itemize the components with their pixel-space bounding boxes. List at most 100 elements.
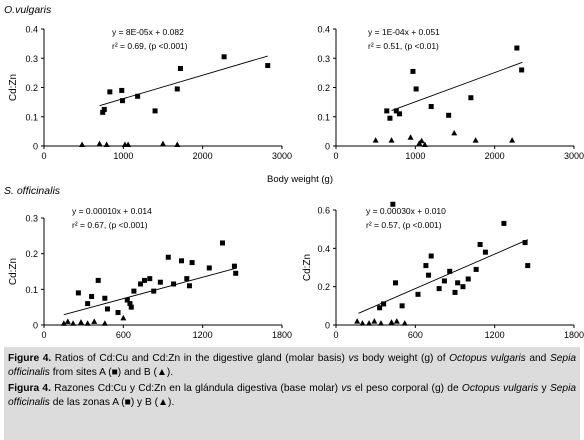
chart-panel-3: 0 0.1 0.2 0.3 0 600 1200 1800 Cd:Zn y = 0.00010x … [8,206,292,340]
y-axis-label: Cd:Zn [8,258,19,285]
chart-canvas: O.vulgaris S. officinalis Body weight (g… [4,4,584,358]
x-tick-label: 3000 [564,151,584,161]
data-point-square [186,283,192,289]
caption-es-label: Figura 4. [8,383,51,394]
data-point-triangle [366,320,373,326]
data-point-square [413,86,419,92]
regression-r2: r² = 0.67, (p <0.001) [72,220,148,230]
data-point-square [393,108,399,114]
data-point-square [390,201,396,207]
caption-es-text-1: Razones Cd:Cu y Cd:Zn en la glándula dig… [50,383,342,394]
caption-spanish: Figura 4. Razones Cd:Cu y Cd:Zn en la gl… [8,382,576,409]
caption-es-text-3: y [538,383,550,394]
data-point-square [426,272,432,278]
caption-box [4,347,580,440]
data-point-square [387,115,393,121]
data-point-triangle [407,134,414,140]
data-point-triangle [96,140,103,147]
data-point-square [85,301,91,307]
data-point-square [157,279,163,285]
data-point-square [423,263,429,269]
data-point-square [221,54,227,60]
data-point-square [147,276,153,282]
data-point-triangle [70,320,77,326]
trendline [99,55,268,107]
caption-en-text-1: Ratios of Cd:Cu and Cd:Zn in the digesti… [51,353,349,364]
data-point-square [165,254,171,260]
y-tick-label: 0.4 [317,244,330,254]
data-point-square [104,306,110,312]
caption-es-species-2: Sepia officinalis [8,383,577,408]
chart-panel-2: 0 0.1 0.2 0.3 0.4 0 1000 2000 3000 y = 1E-04x + 0… [317,25,584,162]
y-axis-label: Cd:Zn [302,254,313,281]
regression-r2: r² = 0.57, (p <0.001) [366,220,442,230]
data-point-square [468,95,474,101]
y-tick-label: 0 [33,321,38,331]
x-tick-label: 0 [41,330,46,340]
data-point-square [231,263,237,269]
data-point-triangle [509,137,516,143]
data-point-square [152,108,158,114]
x-tick-label: 600 [408,330,423,340]
data-point-square [171,281,177,287]
data-point-square [131,288,137,294]
y-tick-label: 0.1 [25,112,38,122]
data-point-square [410,68,416,74]
y-tick-label: 0.3 [25,54,38,64]
y-tick-label: 0.1 [25,285,38,295]
data-point-triangle [401,320,408,326]
x-tick-label: 600 [116,330,131,340]
data-point-triangle [174,141,181,148]
data-point-square [455,280,461,286]
data-point-triangle [377,320,384,326]
data-point-square [101,106,107,112]
data-point-square [189,260,195,266]
chart-panel-1: 0 0.1 0.2 0.3 0.4 0 1000 2000 3000 Cd:Zn y = 8E-05… [8,25,292,162]
data-point-triangle [84,320,91,326]
data-point-triangle [372,137,379,143]
data-point-square [428,253,434,259]
y-tick-label: 0.2 [25,249,38,259]
data-point-square [501,220,507,226]
data-point-square [107,89,113,95]
data-point-square [381,301,387,307]
data-point-square [447,268,453,274]
data-point-triangle [418,137,425,144]
caption-en-species-1: Octopus vulgaris [449,353,526,364]
y-tick-label: 0.2 [317,282,330,292]
data-point-square [127,301,133,307]
section-label-top: O.vulgaris [4,4,52,16]
y-tick-label: 0.1 [317,112,330,122]
regression-equation: y = 0.00010x + 0.014 [72,206,152,216]
data-point-square [441,278,447,284]
axis-title-top: Body weight (g) [267,174,333,185]
regression-r2: r² = 0.69, (p <0.001) [112,41,188,51]
data-point-square [460,284,466,290]
x-tick-label: 1800 [564,330,584,340]
y-axis-label: Cd:Zn [8,74,19,101]
data-point-square [482,249,488,255]
caption-es-species-1: Octopus vulgaris [461,383,539,394]
x-tick-label: 1000 [405,151,425,161]
caption-en-label: Figure 4. [8,353,52,364]
data-point-square [141,277,147,283]
data-point-square [514,45,520,51]
caption-english: Figure 4. Ratios of Cd:Cu and Cd:Zn in t… [8,352,576,379]
y-tick-label: 0.4 [25,25,38,35]
y-tick-label: 0.6 [317,206,330,216]
data-point-triangle [393,318,400,324]
x-tick-label: 0 [333,151,338,161]
data-point-triangle [472,137,479,143]
y-tick-label: 0 [325,142,330,152]
trendline [391,61,523,112]
trendline [358,239,528,314]
data-point-square [184,276,190,282]
x-tick-label: 2000 [193,151,213,161]
data-point-square [452,289,458,295]
data-point-square [436,286,442,292]
x-tick-label: 1800 [272,330,292,340]
y-tick-label: 0 [325,321,330,331]
data-point-square [393,280,398,286]
